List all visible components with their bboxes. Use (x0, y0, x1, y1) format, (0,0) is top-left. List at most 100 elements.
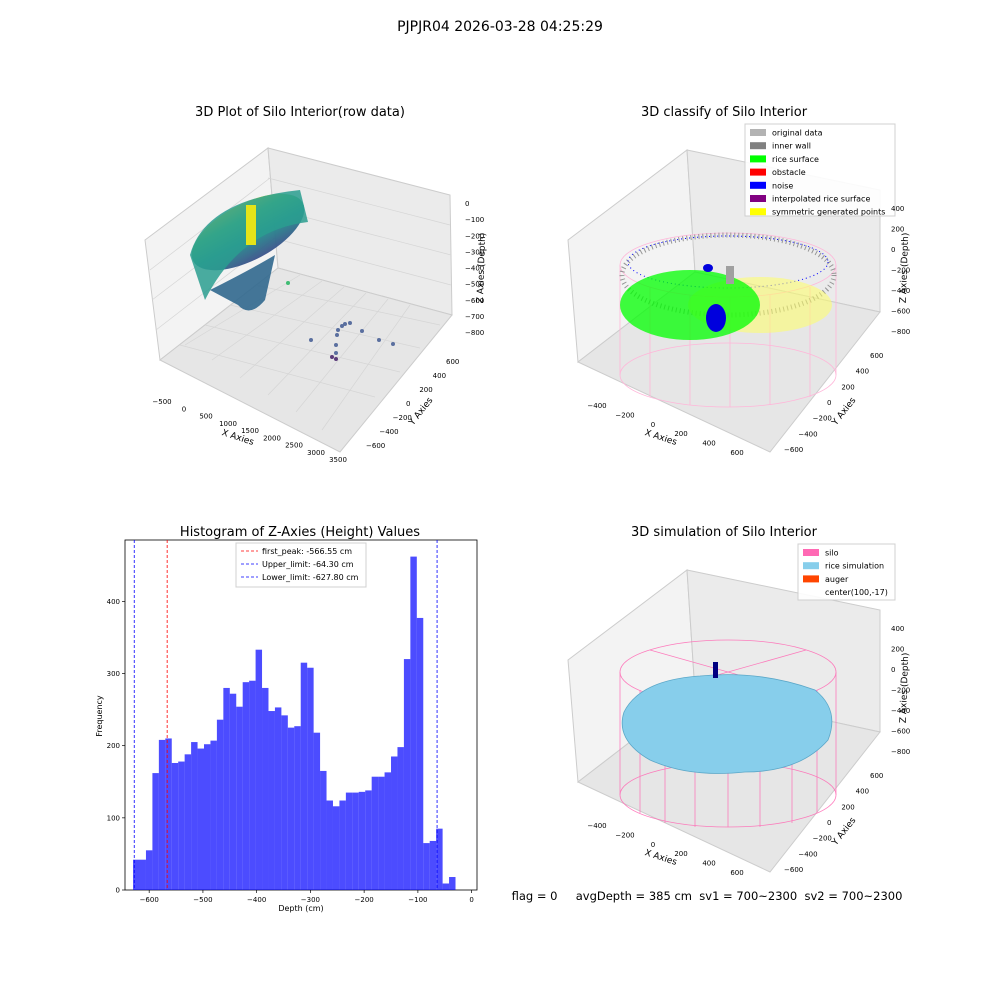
sim-z-tick-label: 200 (891, 646, 904, 654)
raw-x-tick-label: 2500 (285, 442, 303, 450)
histogram-bar (391, 756, 398, 890)
histogram-bar (416, 617, 424, 890)
histogram-legend: first_peak: -566.55 cm Upper_limit: -64.3… (235, 542, 367, 588)
histogram-title: Histogram of Z-Axies (Height) Values (180, 525, 420, 540)
raw-auger-points (246, 205, 256, 245)
classify-y-tick-label: 400 (856, 368, 869, 376)
histogram-y-tick-label: 100 (107, 814, 120, 822)
sim-z-tick-label: −400 (891, 707, 910, 715)
classify-legend-swatch (750, 129, 766, 136)
raw-z-tick-label: −400 (465, 265, 484, 273)
sim-y-tick-label: 0 (827, 819, 831, 827)
histogram-y-tick-label: 200 (107, 742, 120, 750)
simulation-3d-panel: 3D simulation of Silo Interior silo rice … (567, 525, 911, 877)
histogram-bar (242, 682, 250, 890)
histogram-bar (152, 773, 159, 890)
classify-y-tick-label: −200 (813, 415, 832, 423)
classify-legend-swatch (750, 181, 766, 189)
raw-y-tick-label: 0 (406, 400, 410, 408)
classify-x-tick-label: −400 (587, 402, 606, 410)
histogram-bar (158, 739, 166, 890)
histogram-x-tick-label: 0 (469, 896, 473, 904)
simulation-legend-swatch (803, 562, 819, 570)
classify-rice-surface-points (620, 270, 760, 340)
classify-legend-swatch (750, 155, 766, 163)
histogram-bar (281, 715, 288, 890)
raw-data-3d-panel: 3D Plot of Silo Interior(row data) (144, 105, 488, 464)
raw-x-tick-labels: −500 0 500 1000 1500 2000 2500 3000 3500 (152, 398, 347, 464)
classify-x-tick-label: 0 (651, 421, 655, 429)
classify-x-axis-label: X Axies (643, 428, 678, 448)
classify-y-axis-label: Y Axies (830, 396, 859, 429)
simulation-legend-swatch (803, 575, 819, 583)
sim-y-tick-label: −200 (813, 835, 832, 843)
classify-auger-points (726, 266, 734, 284)
histogram-legend-label: first_peak: -566.55 cm (262, 547, 352, 556)
raw-scatter-outliers (309, 321, 395, 361)
raw-x-tick-label: 0 (182, 405, 186, 413)
classify-legend: original data inner wall rice surface obsta… (744, 123, 896, 217)
histogram-bar (410, 556, 417, 890)
sim-auger (713, 662, 718, 678)
raw-grid (149, 177, 452, 431)
classify-panel-title: 3D classify of Silo Interior (641, 105, 808, 120)
histogram-bar (236, 706, 243, 890)
classify-x-tick-label: 600 (730, 449, 743, 457)
classify-legend-label: symmetric generated points (772, 208, 885, 217)
sim-x-tick-label: 0 (651, 841, 655, 849)
sim-z-tick-label: −800 (891, 748, 910, 756)
histogram-bar (429, 840, 437, 890)
histogram-y-tick-label: 0 (116, 887, 120, 895)
histogram-bar (403, 659, 411, 890)
raw-silo-wall (190, 190, 308, 300)
classify-legend-swatch (750, 168, 766, 176)
raw-x-tick-label: 1500 (241, 427, 259, 435)
sim-z-tick-label: 0 (891, 666, 895, 674)
classify-x-tick-label: 200 (674, 430, 687, 438)
classify-y-tick-label: 200 (841, 383, 854, 391)
histogram-bar (139, 859, 146, 890)
histogram-x-ticks: −600 −500 −400 −300 −200 −100 0 (140, 890, 474, 904)
classify-legend-swatch (750, 142, 766, 150)
histogram-y-ticks: 0 100 200 300 400 (107, 598, 125, 895)
raw-x-tick-label: 500 (199, 413, 212, 421)
histogram-bar (255, 649, 263, 890)
classify-legend-swatch (750, 208, 766, 216)
histogram-bar (320, 770, 327, 890)
raw-x-tick-label: 2000 (263, 434, 281, 442)
histogram-bar (300, 662, 308, 890)
classify-z-axis-label: Z Axies (Depth) (899, 233, 911, 304)
histogram-bar (294, 726, 301, 890)
histogram-bar (262, 687, 269, 890)
sim-z-tick-label: −600 (891, 728, 910, 736)
raw-y-tick-label: −400 (379, 428, 398, 436)
sim-x-tick-label: 600 (730, 869, 743, 877)
histogram-bars (133, 556, 456, 890)
classify-x-tick-labels: −400 −200 0 200 400 600 (587, 402, 743, 457)
sim-x-tick-label: −200 (615, 831, 634, 839)
histogram-bar (442, 883, 450, 890)
classify-noise-ring (627, 235, 829, 289)
histogram-bar (371, 776, 379, 890)
classify-legend-label: noise (772, 181, 793, 190)
raw-z-axis-label: Z Axies (Depth) (476, 233, 488, 304)
classify-z-tick-label: 200 (891, 226, 904, 234)
histogram-bar (274, 707, 282, 890)
raw-z-tick-label: −800 (465, 329, 484, 337)
histogram-bar (216, 719, 224, 890)
histogram-legend-label: Upper_limit: -64.30 cm (262, 560, 354, 569)
raw-y-tick-label: 400 (433, 372, 446, 380)
simulation-panel-title: 3D simulation of Silo Interior (631, 525, 818, 540)
histogram-bar (184, 754, 192, 890)
raw-z-tick-label: −600 (465, 297, 484, 305)
histogram-bar (423, 843, 430, 890)
sim-x-tick-label: 400 (702, 860, 715, 868)
histogram-bar (229, 693, 237, 890)
histogram-x-axis-label: Depth (cm) (278, 904, 323, 913)
histogram-bar (436, 828, 443, 890)
histogram-x-tick-label: −300 (301, 896, 320, 904)
raw-silo-cone (210, 255, 275, 311)
histogram-legend-label: Lower_limit: -627.80 cm (262, 573, 359, 582)
histogram-bar (268, 711, 275, 890)
